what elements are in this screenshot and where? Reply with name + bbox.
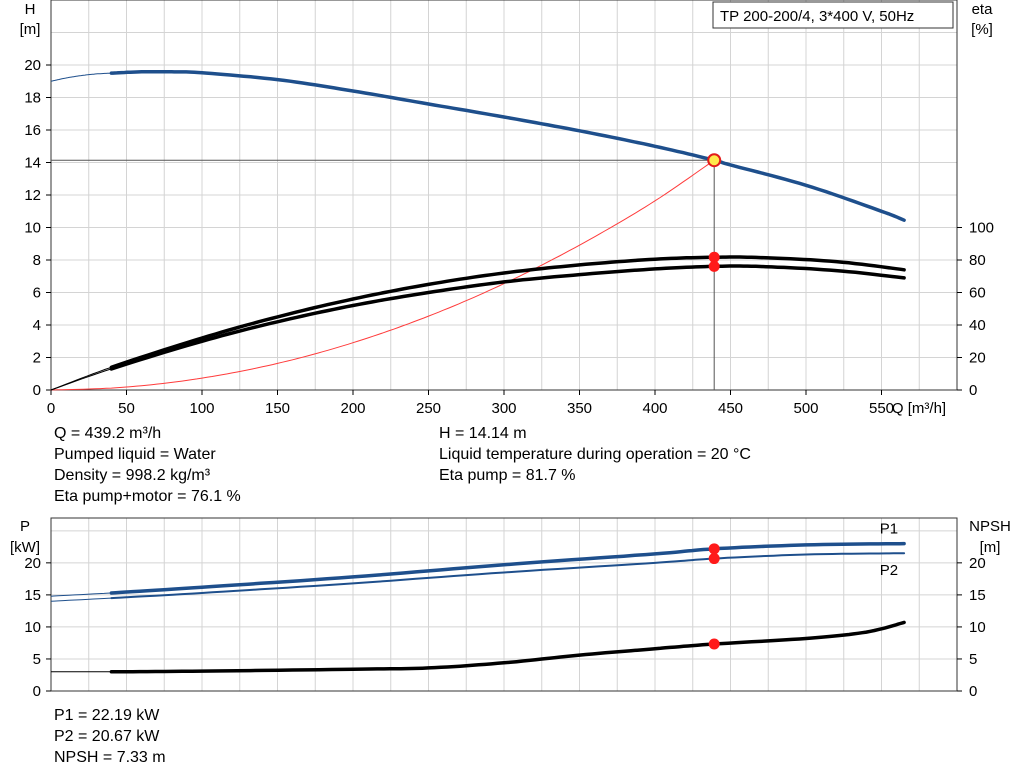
upper-left-tick-label: 8 [33, 252, 41, 269]
op-marker-p2 [708, 553, 720, 565]
upper-left-tick-label: 0 [33, 382, 41, 399]
op-marker-npsh [708, 638, 720, 650]
x-tick-label: 500 [793, 400, 818, 417]
upper-y-left-unit: [m] [20, 21, 41, 38]
upper-y-right-unit: [%] [971, 21, 993, 38]
chart-title: TP 200-200/4, 3*400 V, 50Hz [720, 8, 914, 25]
series-P2 [110, 552, 906, 600]
lower-y-left-label: P [20, 518, 30, 535]
series-P2-extension [50, 597, 112, 602]
chart-title-box [712, 1, 954, 29]
lower-right-tick-label: 20 [969, 555, 986, 572]
series-eta_total-extension [50, 368, 112, 391]
info-pumped-liquid: Pumped liquid = Water [54, 446, 216, 463]
series-P1 [109, 541, 906, 595]
x-tick-label: 350 [567, 400, 592, 417]
x-tick-label: 0 [47, 400, 55, 417]
op-marker-eta-pump [708, 251, 720, 263]
lower-left-tick-label: 10 [24, 619, 41, 636]
op-marker-head [707, 153, 722, 168]
info-flow: Q = 439.2 m³/h [54, 425, 162, 442]
info-head: H = 14.14 m [439, 425, 527, 442]
x-axis-label: Q [m³/h] [892, 400, 946, 417]
info-p1: P1 = 22.19 kW [54, 707, 160, 724]
x-tick-label: 200 [340, 400, 365, 417]
lower-y-right-label: NPSH [969, 518, 1011, 535]
upper-left-tick-label: 16 [24, 122, 41, 139]
x-tick-label: 450 [718, 400, 743, 417]
series-P1-extension [50, 592, 112, 597]
upper-y-left-label: H [25, 1, 36, 18]
x-tick-label: 550 [869, 400, 894, 417]
upper-left-tick-label: 14 [24, 155, 41, 172]
upper-left-tick-label: 18 [24, 90, 41, 107]
series-label-P2: P2 [880, 562, 898, 579]
series-system [50, 159, 715, 391]
info-block-bottom: P1 = 22.19 kW P2 = 20.67 kW NPSH = 7.33 … [54, 705, 166, 768]
lower-left-tick-label: 15 [24, 587, 41, 604]
upper-left-tick-label: 4 [33, 317, 41, 334]
series-H-extension [50, 72, 112, 82]
x-tick-label: 100 [189, 400, 214, 417]
lower-right-tick-label: 0 [969, 683, 977, 700]
series-eta_pump [109, 255, 906, 370]
series-H [109, 69, 906, 222]
lower-right-tick-label: 15 [969, 587, 986, 604]
x-tick-label: 150 [265, 400, 290, 417]
upper-right-tick-label: 80 [969, 252, 986, 269]
upper-left-tick-label: 2 [33, 350, 41, 367]
upper-left-tick-label: 6 [33, 285, 41, 302]
info-density: Density = 998.2 kg/m³ [54, 467, 211, 484]
info-eta-pump: Eta pump = 81.7 % [439, 467, 576, 484]
upper-left-tick-label: 12 [24, 187, 41, 204]
upper-right-tick-label: 100 [969, 220, 994, 237]
op-marker-eta-total [708, 260, 720, 272]
upper-right-tick-label: 0 [969, 382, 977, 399]
upper-left-tick-label: 10 [24, 220, 41, 237]
info-eta-pump-motor: Eta pump+motor = 76.1 % [54, 488, 241, 505]
info-npsh: NPSH = 7.33 m [54, 749, 166, 766]
lower-left-tick-label: 20 [24, 555, 41, 572]
upper-right-tick-label: 20 [969, 350, 986, 367]
upper-left-tick-label: 20 [24, 57, 41, 74]
op-marker-p1 [708, 543, 720, 555]
lower-left-tick-label: 0 [33, 683, 41, 700]
lower-left-tick-label: 5 [33, 651, 41, 668]
x-tick-label: 400 [642, 400, 667, 417]
lower-right-tick-label: 5 [969, 651, 977, 668]
lower-y-left-unit: [kW] [10, 539, 40, 556]
lower-right-tick-label: 10 [969, 619, 986, 636]
lower-frame [50, 517, 958, 692]
info-block-top-left: Q = 439.2 m³/h Pumped liquid = Water Den… [54, 423, 241, 507]
info-block-top-right: H = 14.14 m Liquid temperature during op… [439, 423, 751, 486]
x-tick-label: 300 [491, 400, 516, 417]
info-liquid-temperature: Liquid temperature during operation = 20… [439, 446, 751, 463]
x-tick-label: 250 [416, 400, 441, 417]
series-eta_total [109, 264, 906, 371]
series-NPSH [109, 620, 906, 674]
info-p2: P2 = 20.67 kW [54, 728, 160, 745]
upper-right-tick-label: 40 [969, 317, 986, 334]
series-label-P1: P1 [880, 521, 898, 538]
upper-right-tick-label: 60 [969, 285, 986, 302]
lower-y-right-unit: [m] [980, 539, 1001, 556]
x-tick-label: 50 [118, 400, 135, 417]
upper-y-right-label: eta [972, 1, 994, 18]
